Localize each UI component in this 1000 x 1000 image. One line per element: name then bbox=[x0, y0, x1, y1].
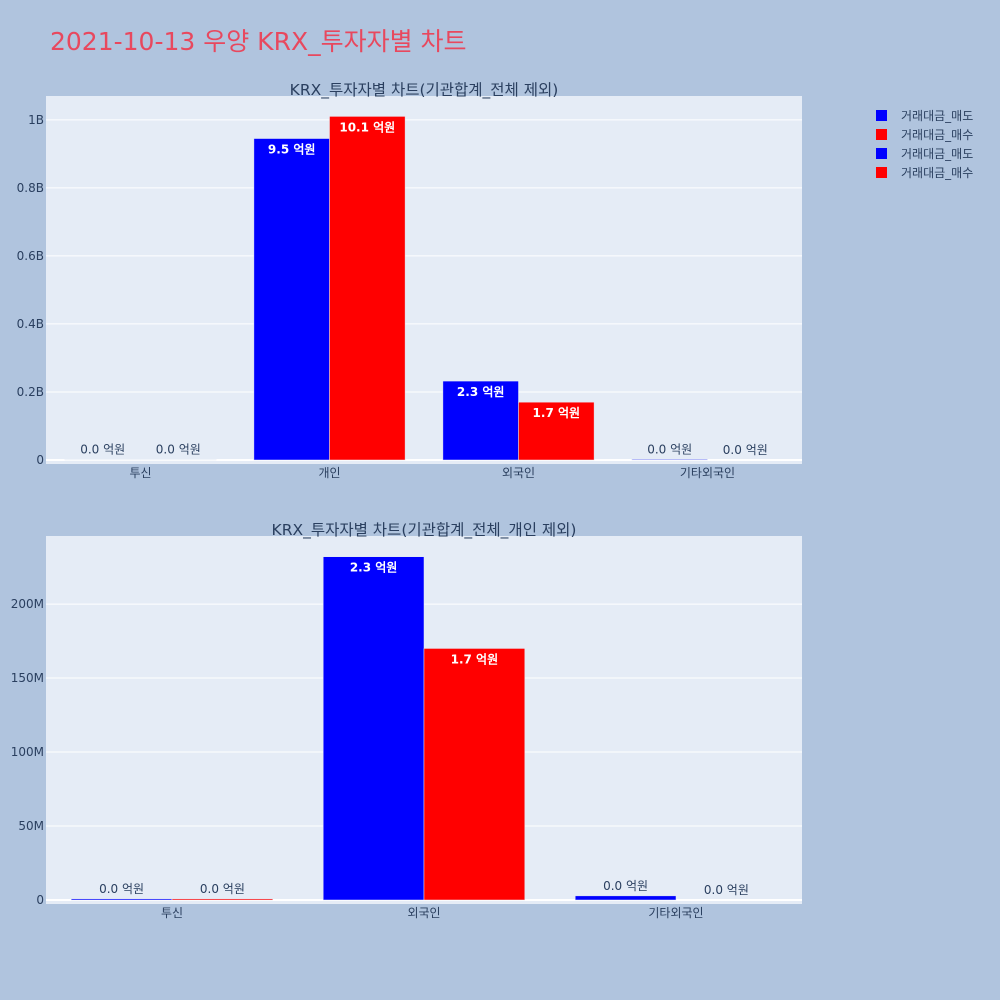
y-tick-label: 0 bbox=[36, 893, 44, 907]
x-tick-label: 개인 bbox=[318, 466, 340, 480]
bar-sell bbox=[253, 138, 330, 461]
y-tick-label: 200M bbox=[11, 597, 44, 611]
y-tick-label: 1B bbox=[28, 113, 44, 127]
data-label: 1.7 억원 bbox=[533, 406, 581, 420]
y-tick-label: 50M bbox=[18, 819, 44, 833]
y-tick-label: 0.2B bbox=[17, 385, 44, 399]
legend: 거래대금_매도 거래대금_매수 거래대금_매도 거래대금_매수 bbox=[876, 106, 973, 182]
data-label: 2.3 억원 bbox=[457, 385, 505, 399]
legend-item[interactable]: 거래대금_매도 bbox=[876, 144, 973, 163]
data-label: 1.7 억원 bbox=[451, 652, 499, 666]
x-tick-label: 외국인 bbox=[502, 466, 535, 480]
legend-label: 거래대금_매도 bbox=[901, 147, 974, 161]
x-tick-label: 투신 bbox=[161, 906, 183, 920]
data-label: 0.0 억원 bbox=[603, 879, 648, 893]
bar-sell bbox=[631, 459, 708, 461]
legend-label: 거래대금_매수 bbox=[901, 166, 974, 180]
bar-buy bbox=[329, 116, 406, 461]
legend-swatch bbox=[876, 148, 887, 159]
bar-sell bbox=[70, 898, 173, 901]
data-label: 0.0 억원 bbox=[647, 442, 692, 456]
bar-buy bbox=[171, 898, 274, 901]
data-label: 0.0 억원 bbox=[99, 882, 144, 896]
legend-item[interactable]: 거래대금_매수 bbox=[876, 125, 973, 144]
bar-sell bbox=[322, 556, 425, 901]
subplot-title: KRX_투자자별 차트(기관합계_전체 제외) bbox=[290, 81, 559, 100]
data-label: 2.3 억원 bbox=[350, 561, 398, 575]
legend-item[interactable]: 거래대금_매수 bbox=[876, 163, 973, 182]
legend-swatch bbox=[876, 167, 887, 178]
legend-swatch bbox=[876, 110, 887, 121]
subplot-title: KRX_투자자별 차트(기관합계_전체_개인 제외) bbox=[272, 521, 577, 540]
data-label: 10.1 억원 bbox=[339, 120, 395, 134]
bar-buy bbox=[423, 648, 526, 901]
bar-buy bbox=[518, 401, 595, 461]
data-label: 0.0 억원 bbox=[723, 443, 768, 457]
page-title: 2021-10-13 우양 KRX_투자자별 차트 bbox=[50, 27, 467, 56]
y-tick-label: 150M bbox=[11, 671, 44, 685]
data-label: 0.0 억원 bbox=[704, 883, 749, 897]
data-label: 0.0 억원 bbox=[156, 443, 201, 457]
y-tick-label: 0 bbox=[36, 453, 44, 467]
data-label: 9.5 억원 bbox=[268, 143, 316, 157]
legend-label: 거래대금_매도 bbox=[901, 109, 974, 123]
y-tick-label: 0.4B bbox=[17, 317, 44, 331]
bar-sell bbox=[574, 895, 677, 901]
plot-area bbox=[46, 96, 802, 464]
x-tick-label: 기타외국인 bbox=[648, 906, 703, 920]
x-tick-label: 기타외국인 bbox=[680, 466, 735, 480]
legend-swatch bbox=[876, 129, 887, 140]
legend-label: 거래대금_매수 bbox=[901, 128, 974, 142]
x-tick-label: 투신 bbox=[129, 466, 151, 480]
data-label: 0.0 억원 bbox=[80, 443, 125, 457]
y-tick-label: 100M bbox=[11, 745, 44, 759]
data-label: 0.0 억원 bbox=[200, 882, 245, 896]
y-tick-label: 0.8B bbox=[17, 181, 44, 195]
x-tick-label: 외국인 bbox=[407, 906, 440, 920]
y-tick-label: 0.6B bbox=[17, 249, 44, 263]
legend-item[interactable]: 거래대금_매도 bbox=[876, 106, 973, 125]
